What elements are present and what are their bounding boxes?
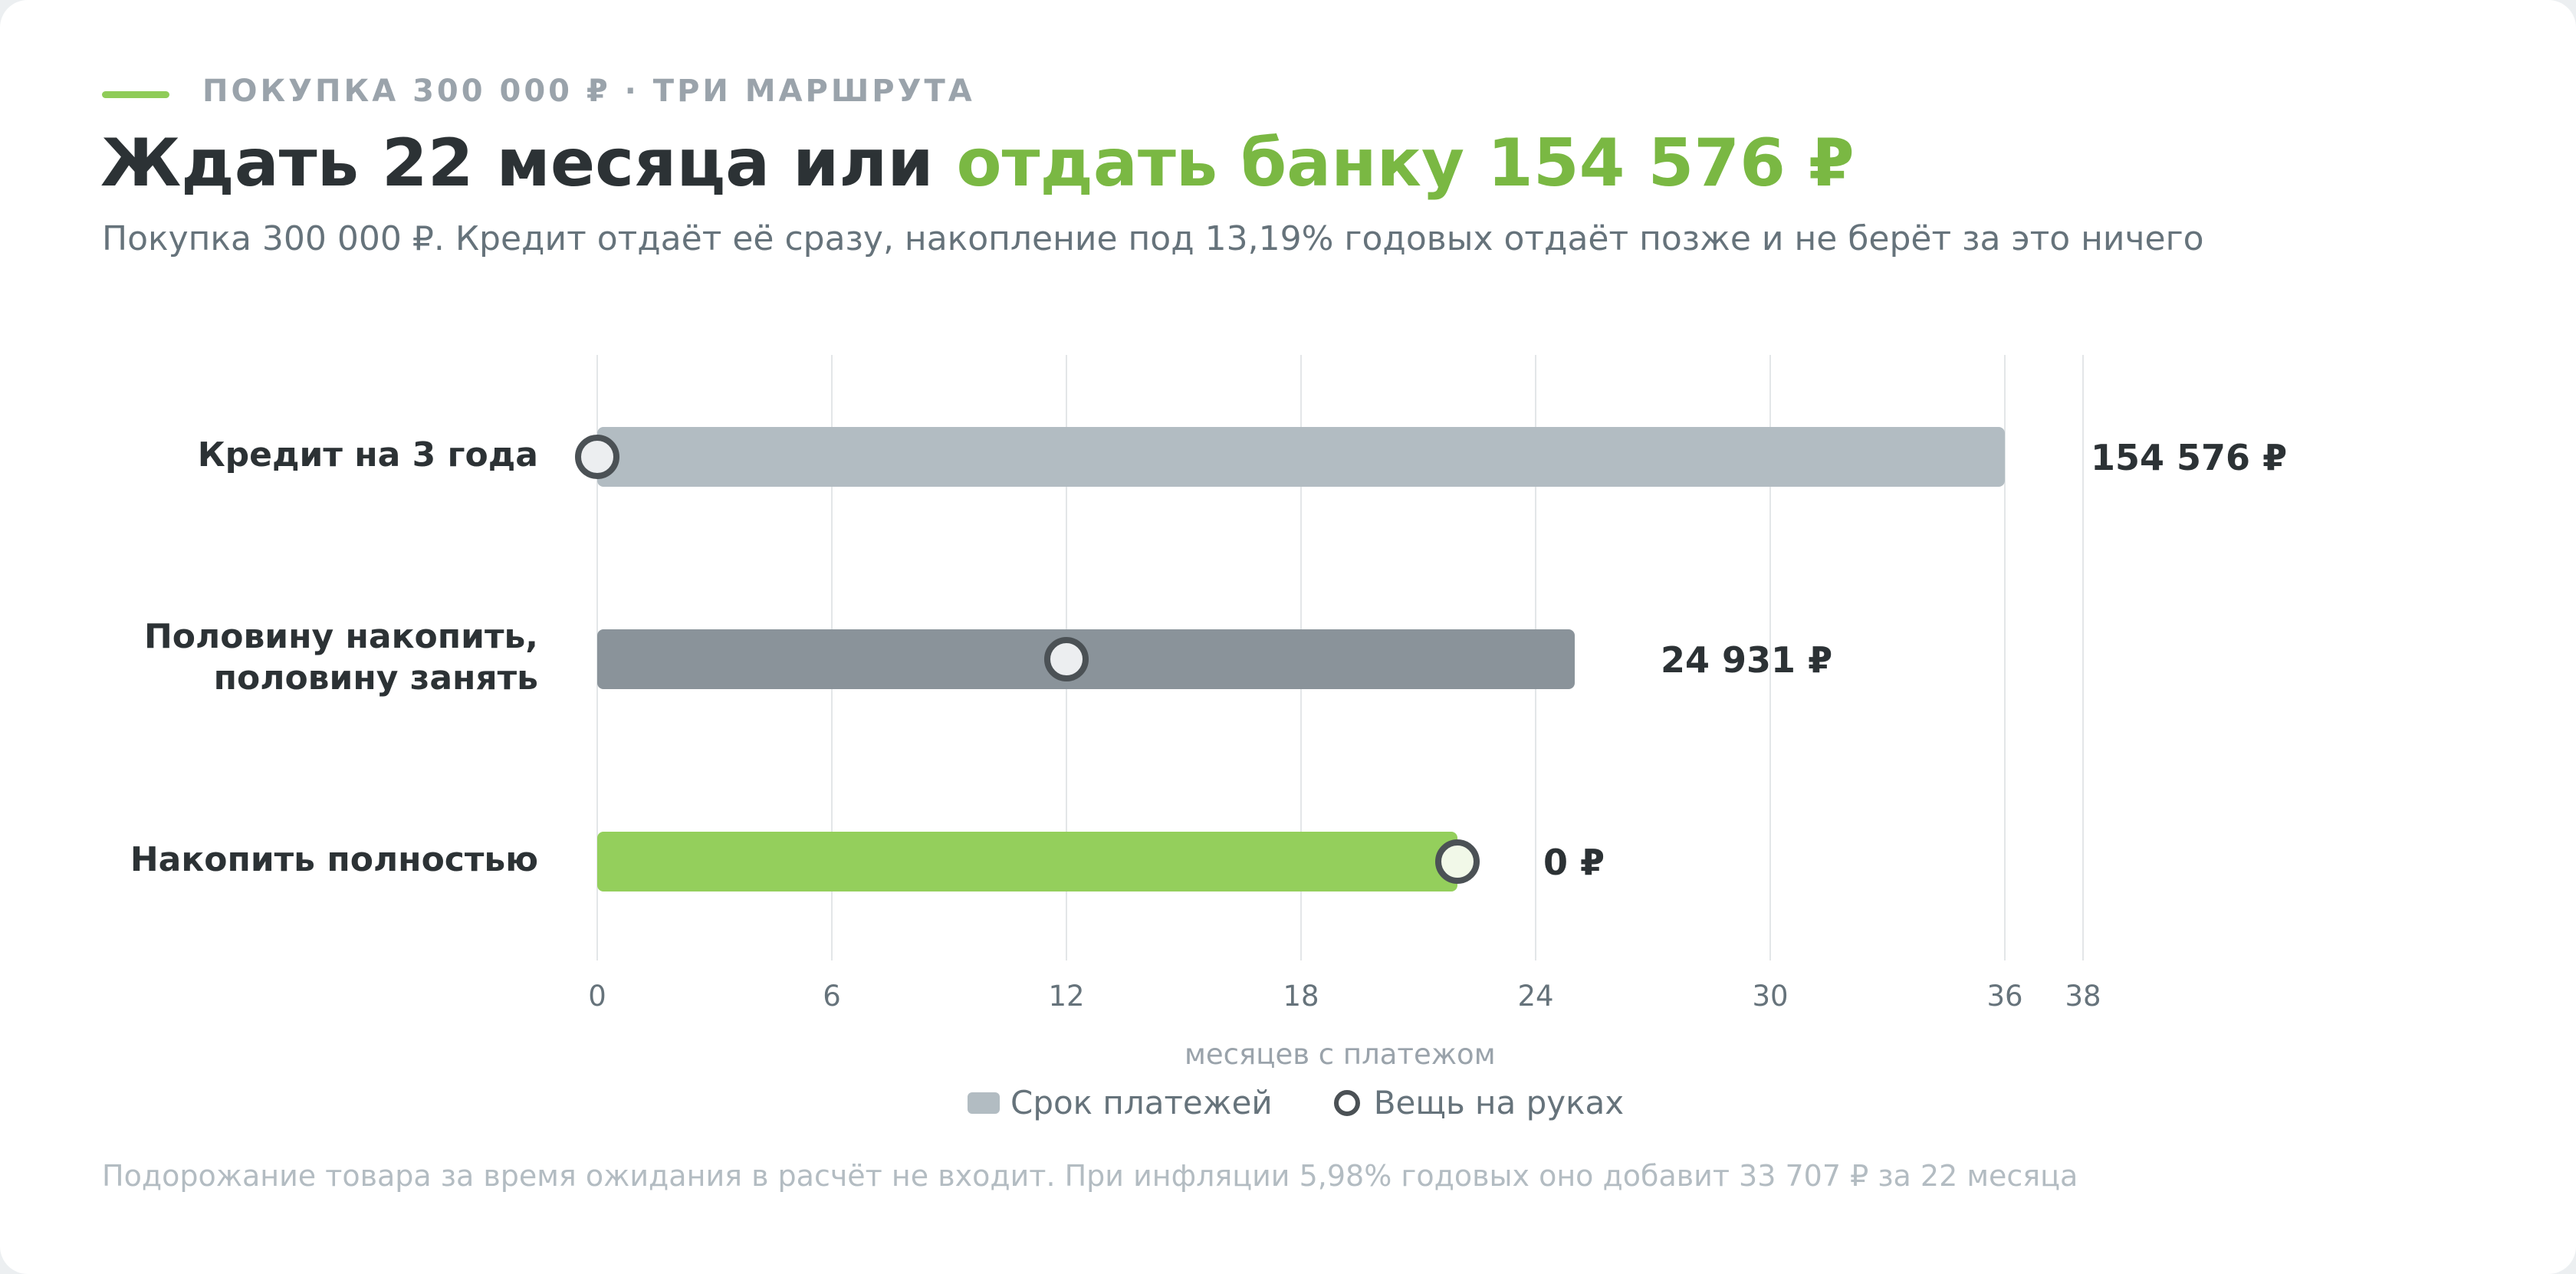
x-tick-label-36: 36 [1986, 980, 2022, 1013]
x-tick-label-38: 38 [2065, 980, 2101, 1013]
in-hand-marker-1 [1044, 637, 1089, 681]
legend-label-in-hand: Вещь на руках [1373, 1084, 1625, 1121]
value-label-2: 0 ₽ [1543, 842, 1605, 883]
legend-label-payments: Срок платежей [1010, 1084, 1273, 1121]
category-label-save: Накопить полностью [130, 840, 538, 879]
x-tick-label-12: 12 [1048, 980, 1084, 1013]
category-label-mixed: Половину накопить, половину занять [143, 617, 538, 698]
chart-subtitle: Покупка 300 000 ₽. Кредит отдаёт её сраз… [102, 219, 2204, 258]
chart-legend: Срок платежей Вещь на руках [968, 1084, 1624, 1121]
x-axis-title: месяцев с платежом [1184, 1038, 1496, 1071]
legend-ring-in-hand [1333, 1089, 1360, 1116]
value-label-1: 24 931 ₽ [1661, 639, 1832, 681]
chart-title-main: Ждать 22 месяца или [100, 125, 957, 202]
chart-kicker: ПОКУПКА 300 000 ₽ · ТРИ МАРШРУТА [202, 74, 975, 109]
kicker-accent-line [102, 91, 169, 98]
x-tick-label-18: 18 [1283, 980, 1319, 1013]
x-tick-label-24: 24 [1517, 980, 1553, 1013]
chart-title-accent: отдать банку 154 576 ₽ [956, 125, 1855, 202]
x-tick-label-30: 30 [1752, 980, 1788, 1013]
value-label-0: 154 576 ₽ [2091, 437, 2287, 478]
legend-swatch-payments [968, 1092, 1000, 1114]
in-hand-marker-2 [1435, 839, 1480, 884]
category-label-credit: Кредит на 3 года [197, 435, 538, 474]
in-hand-marker-0 [575, 435, 619, 479]
chart-title: Ждать 22 месяца или отдать банку 154 576… [100, 121, 1855, 205]
bar-2 [597, 832, 1457, 891]
bar-0 [597, 427, 2005, 487]
x-tick-label-0: 0 [588, 980, 606, 1013]
chart-footnote: Подорожание товара за время ожидания в р… [102, 1159, 2078, 1193]
x-tick-label-6: 6 [823, 980, 841, 1013]
